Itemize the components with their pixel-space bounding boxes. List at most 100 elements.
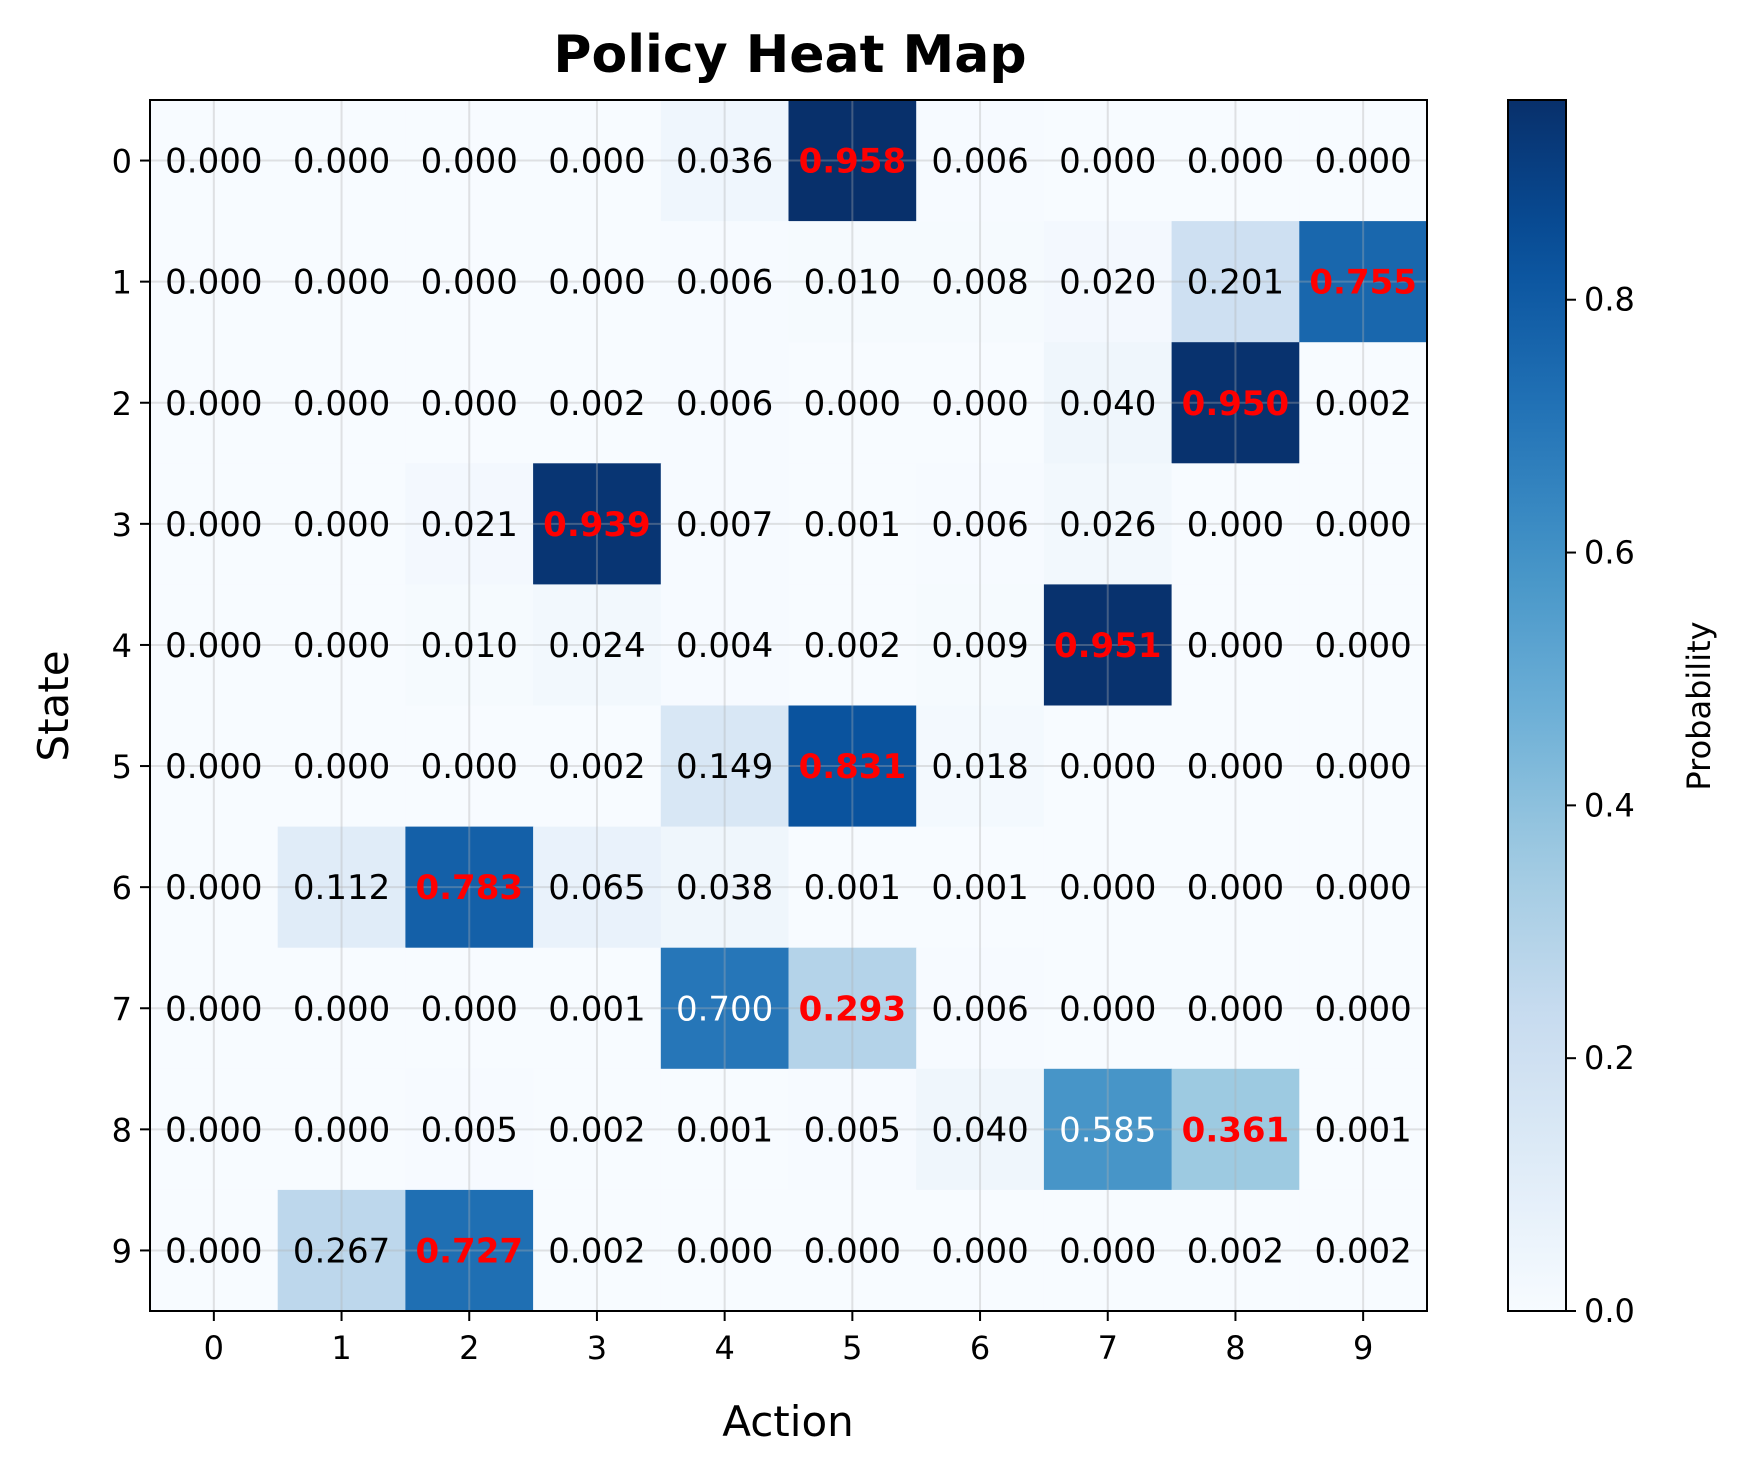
cell-value-label: 0.000 — [548, 142, 645, 182]
cell-value-label: 0.000 — [1314, 142, 1411, 182]
cell-value-label: 0.000 — [165, 384, 262, 424]
cell-value-label: 0.000 — [293, 626, 390, 666]
cell-value-label: 0.000 — [931, 384, 1028, 424]
x-tick-label: 2 — [459, 1329, 479, 1367]
cell-value-label: 0.002 — [804, 626, 901, 666]
heatmap-cell — [1299, 100, 1428, 222]
cell-value-label: 0.002 — [548, 1231, 645, 1271]
colorbar-tick-label: 0.2 — [1584, 1039, 1635, 1077]
heatmap-cell — [533, 463, 662, 585]
heatmap-cell — [150, 1189, 279, 1312]
x-tick-label: 9 — [1353, 1329, 1373, 1367]
heatmap-cell — [1043, 947, 1173, 1070]
cell-value-label: 0.024 — [548, 626, 645, 666]
cell-value-label: 0.783 — [415, 868, 523, 908]
heatmap-cell — [916, 221, 1045, 343]
cell-value-label: 0.002 — [1314, 384, 1411, 424]
cell-value-label: 0.026 — [1059, 505, 1156, 545]
heatmap-cell — [1299, 1068, 1428, 1191]
heatmap-cell — [150, 826, 279, 949]
heatmap-cell — [405, 342, 534, 464]
cell-value-label: 0.000 — [548, 263, 645, 303]
cell-value-label: 0.000 — [804, 1231, 901, 1271]
plot-frame — [149, 99, 1428, 1312]
heatmap-cell — [277, 342, 406, 464]
cell-value-label: 0.000 — [676, 1231, 773, 1271]
heatmap-cell — [277, 1189, 406, 1312]
heatmap-cell — [660, 826, 789, 949]
cell-value-label: 0.000 — [1314, 989, 1411, 1029]
cell-value-label: 0.000 — [165, 747, 262, 787]
heatmap-cell — [1171, 1068, 1300, 1191]
heatmap-cell — [277, 1068, 406, 1191]
heatmap-cell — [1299, 221, 1428, 343]
heatmap-cell — [660, 100, 789, 222]
heatmap-cell — [1171, 463, 1300, 585]
y-tick-label: 1 — [112, 264, 132, 302]
cell-value-label: 0.112 — [293, 868, 390, 908]
cell-value-label: 0.001 — [804, 505, 901, 545]
heatmap-cell — [1043, 221, 1173, 343]
heatmap-cell — [1171, 100, 1300, 222]
heatmap-cell — [1171, 342, 1300, 464]
cell-value-label: 0.001 — [676, 1110, 773, 1150]
cell-value-label: 0.000 — [1187, 505, 1284, 545]
colorbar-ticks: 0.0 0.2 0.4 0.6 0.8 — [1566, 281, 1635, 1330]
cell-value-label: 0.000 — [293, 989, 390, 1029]
x-tick-label: 8 — [1225, 1329, 1245, 1367]
cell-value-label: 0.018 — [931, 747, 1028, 787]
cell-value-label: 0.005 — [421, 1110, 518, 1150]
heatmap-cell — [150, 463, 279, 585]
heatmap-cell — [533, 100, 662, 222]
y-tick-label: 7 — [112, 990, 132, 1028]
heatmap-cell — [1043, 100, 1173, 222]
heatmap-cell — [1299, 584, 1428, 706]
cell-value-label: 0.958 — [799, 142, 907, 182]
cell-value-label: 0.000 — [421, 747, 518, 787]
colorbar — [1507, 99, 1567, 1312]
heatmap-cell — [150, 947, 279, 1070]
cell-value-label: 0.040 — [931, 1110, 1028, 1150]
cell-value-label: 0.000 — [1187, 747, 1284, 787]
heatmap-cell — [150, 705, 279, 828]
heatmap-cell — [916, 1189, 1045, 1312]
x-tick-label: 1 — [331, 1329, 351, 1367]
cell-value-label: 0.000 — [1059, 1231, 1156, 1271]
heatmap-cell — [660, 584, 789, 706]
cell-value-label: 0.036 — [676, 142, 773, 182]
cell-value-label: 0.000 — [165, 263, 262, 303]
cell-value-label: 0.700 — [676, 989, 773, 1029]
x-tick-label: 0 — [204, 1329, 224, 1367]
cell-value-label: 0.001 — [1314, 1110, 1411, 1150]
heatmap-cell-labels: 0.000 0.000 0.000 0.000 0.036 0.958 0.006 0.000… — [165, 142, 1417, 1272]
y-tick-label: 5 — [112, 748, 132, 786]
heatmap-cell — [533, 826, 662, 949]
cell-value-label: 0.755 — [1309, 263, 1417, 303]
cell-value-label: 0.000 — [421, 989, 518, 1029]
heatmap-cell — [660, 947, 789, 1070]
cell-value-label: 0.000 — [1059, 868, 1156, 908]
heatmap-cell — [1171, 705, 1300, 828]
heatmap-cell — [277, 221, 406, 343]
colorbar-tick-label: 0.8 — [1584, 281, 1635, 319]
heatmap-cell — [533, 584, 662, 706]
colorbar-tick-label: 0.6 — [1584, 534, 1635, 572]
x-tick-label: 6 — [970, 1329, 990, 1367]
x-tick-label: 7 — [1098, 1329, 1118, 1367]
x-axis-label: Action — [722, 1397, 854, 1446]
cell-value-label: 0.000 — [1187, 989, 1284, 1029]
cell-value-label: 0.000 — [421, 384, 518, 424]
cell-value-label: 0.201 — [1187, 263, 1284, 303]
cell-value-label: 0.000 — [293, 142, 390, 182]
heatmap-cell — [405, 463, 534, 585]
heatmap-cell — [916, 826, 1045, 949]
heatmap-cell — [405, 705, 534, 828]
heatmap-cell — [788, 947, 917, 1070]
heatmap-cell — [788, 342, 917, 464]
heatmap-cell — [1299, 1189, 1428, 1312]
heatmap-cell — [533, 342, 662, 464]
cell-value-label: 0.000 — [1059, 142, 1156, 182]
heatmap-cell — [405, 1189, 534, 1312]
heatmap-cell — [916, 342, 1045, 464]
heatmap-cell — [1299, 463, 1428, 585]
